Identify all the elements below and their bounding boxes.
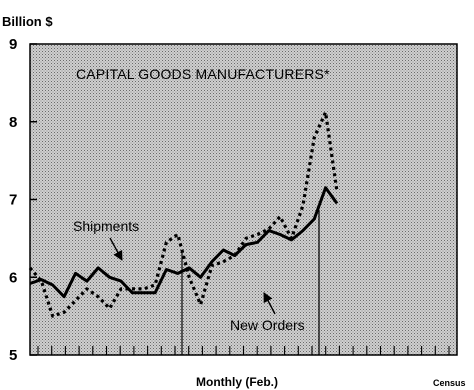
x-ticks	[37, 346, 450, 355]
y-tick-label: 5	[9, 347, 17, 364]
unit-label: Billion $	[2, 14, 53, 29]
chart-title: CAPITAL GOODS MANUFACTURERS*	[76, 66, 330, 82]
y-tick-label: 8	[9, 114, 17, 131]
annotation-new-orders: New Orders	[230, 317, 305, 333]
y-tick-label: 6	[9, 269, 17, 286]
y-axis: 5 6 7 8 9	[9, 36, 37, 364]
y-tick-label: 7	[9, 192, 17, 209]
annotation-arrow-new-orders	[263, 292, 276, 315]
annotation-arrow-shipments	[109, 237, 123, 261]
y-tick-label: 9	[9, 36, 17, 53]
annotation-shipments: Shipments	[73, 218, 139, 234]
source-label: Census	[433, 378, 466, 388]
series-line-new-orders	[28, 110, 339, 318]
series-line-shipments	[29, 186, 339, 299]
x-axis-label: Monthly (Feb.)	[196, 375, 278, 389]
plot-area	[29, 43, 458, 356]
